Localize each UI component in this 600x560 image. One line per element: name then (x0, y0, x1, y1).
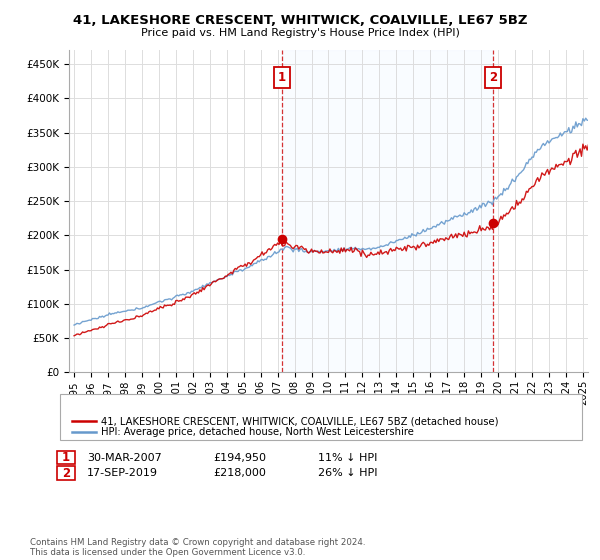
Text: 11% ↓ HPI: 11% ↓ HPI (318, 452, 377, 463)
Text: £218,000: £218,000 (213, 468, 266, 478)
Text: 2: 2 (489, 71, 497, 85)
Text: 2: 2 (62, 466, 70, 480)
Text: 30-MAR-2007: 30-MAR-2007 (87, 452, 162, 463)
Text: 1: 1 (278, 71, 286, 85)
Text: Contains HM Land Registry data © Crown copyright and database right 2024.
This d: Contains HM Land Registry data © Crown c… (30, 538, 365, 557)
Text: £194,950: £194,950 (213, 452, 266, 463)
Text: 17-SEP-2019: 17-SEP-2019 (87, 468, 158, 478)
Text: Price paid vs. HM Land Registry's House Price Index (HPI): Price paid vs. HM Land Registry's House … (140, 28, 460, 38)
Text: 41, LAKESHORE CRESCENT, WHITWICK, COALVILLE, LE67 5BZ (detached house): 41, LAKESHORE CRESCENT, WHITWICK, COALVI… (101, 416, 499, 426)
Text: 41, LAKESHORE CRESCENT, WHITWICK, COALVILLE, LE67 5BZ: 41, LAKESHORE CRESCENT, WHITWICK, COALVI… (73, 14, 527, 27)
Text: HPI: Average price, detached house, North West Leicestershire: HPI: Average price, detached house, Nort… (101, 427, 413, 437)
Text: 1: 1 (62, 451, 70, 464)
Text: 26% ↓ HPI: 26% ↓ HPI (318, 468, 377, 478)
Bar (282, 50, 493, 372)
